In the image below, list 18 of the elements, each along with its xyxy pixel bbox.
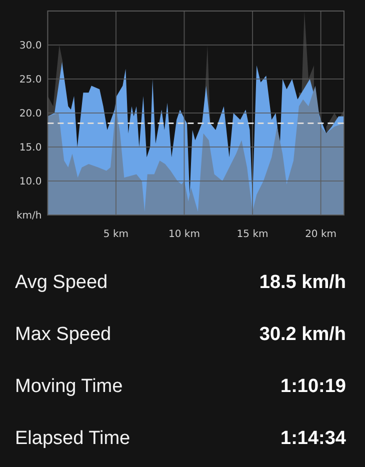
y-tick-label: 10.0 [19, 176, 42, 188]
y-tick-label: 25.0 [19, 74, 42, 86]
text: 1:10:19 [280, 376, 346, 397]
x-tick-label: 5 km [103, 229, 129, 240]
text: 1:14:34 [280, 428, 346, 449]
text: Elapsed Time [15, 428, 130, 449]
x-tick-label: 15 km [236, 229, 268, 240]
y-tick-label: 30.0 [19, 40, 42, 52]
text: Max Speed [15, 324, 112, 345]
text: Moving Time [15, 376, 123, 397]
text: 18.5 km/h [259, 272, 346, 293]
y-tick-label: 15.0 [19, 142, 42, 154]
text: Avg Speed [15, 272, 108, 293]
y-tick-label: 20.0 [19, 108, 42, 120]
x-tick-label: 20 km [305, 229, 337, 240]
y-tick-label: km/h [16, 210, 42, 222]
x-tick-label: 10 km [168, 229, 200, 240]
text: 30.2 km/h [259, 324, 346, 345]
